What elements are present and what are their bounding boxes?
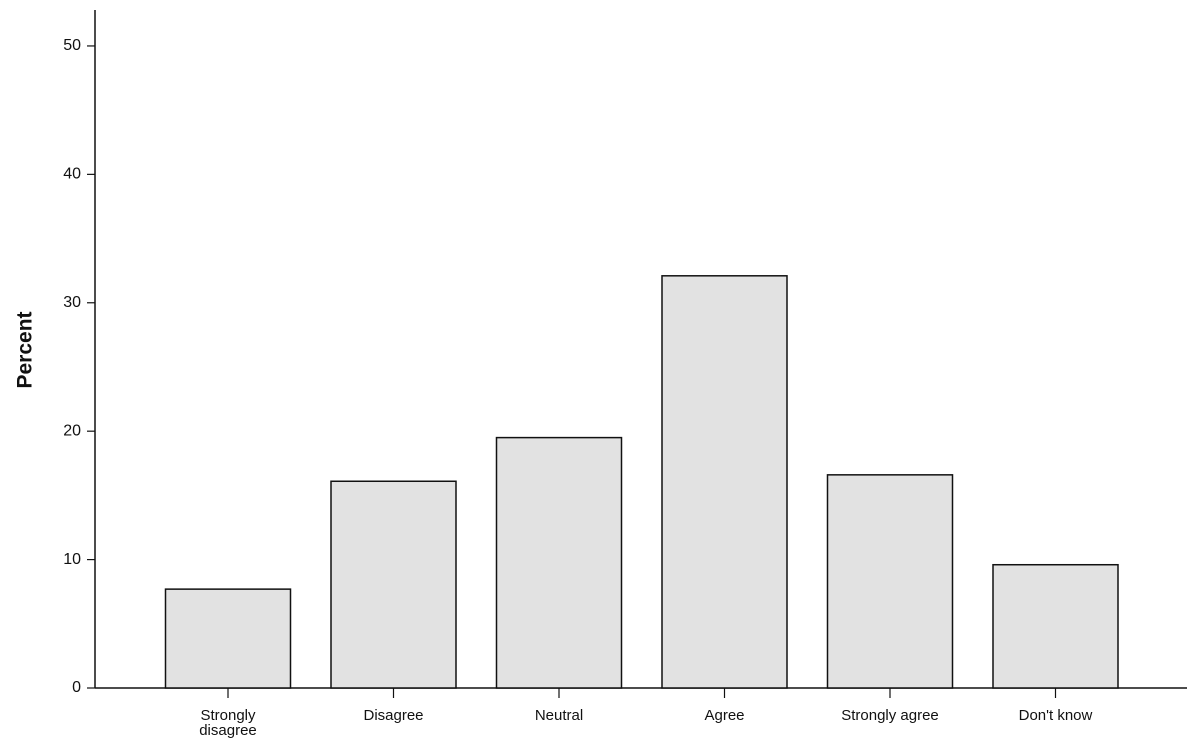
- y-tick-label: 0: [72, 679, 81, 696]
- x-tick-label-box: Disagree: [363, 708, 424, 724]
- x-tick-label: Neutral: [534, 708, 584, 724]
- y-tick-label: 40: [63, 166, 81, 183]
- x-tick-label: Strongly agree: [841, 708, 939, 724]
- y-tick-label: 20: [63, 422, 81, 439]
- y-tick-label: 10: [63, 551, 81, 568]
- bar: [330, 480, 457, 689]
- x-tick-label-box: Strongly disagree: [199, 708, 257, 739]
- x-tick-label-box: Agree: [704, 708, 745, 724]
- x-tick-label-box: Neutral: [534, 708, 584, 724]
- bar: [495, 436, 623, 689]
- bar: [826, 474, 954, 689]
- x-tick-label-box: Don't know: [1018, 708, 1093, 724]
- y-tick-label: 50: [63, 37, 81, 54]
- x-tick-label: Disagree: [363, 708, 424, 724]
- bar: [992, 563, 1119, 689]
- y-axis-label: Percent: [14, 311, 37, 388]
- bar: [164, 588, 292, 689]
- x-tick-label-box: Strongly agree: [841, 708, 939, 724]
- bar: [661, 275, 788, 689]
- x-tick-label: Agree: [704, 708, 745, 724]
- y-tick-label: 30: [63, 294, 81, 311]
- x-tick-label: Strongly disagree: [199, 708, 257, 739]
- x-tick-label: Don't know: [1018, 708, 1093, 724]
